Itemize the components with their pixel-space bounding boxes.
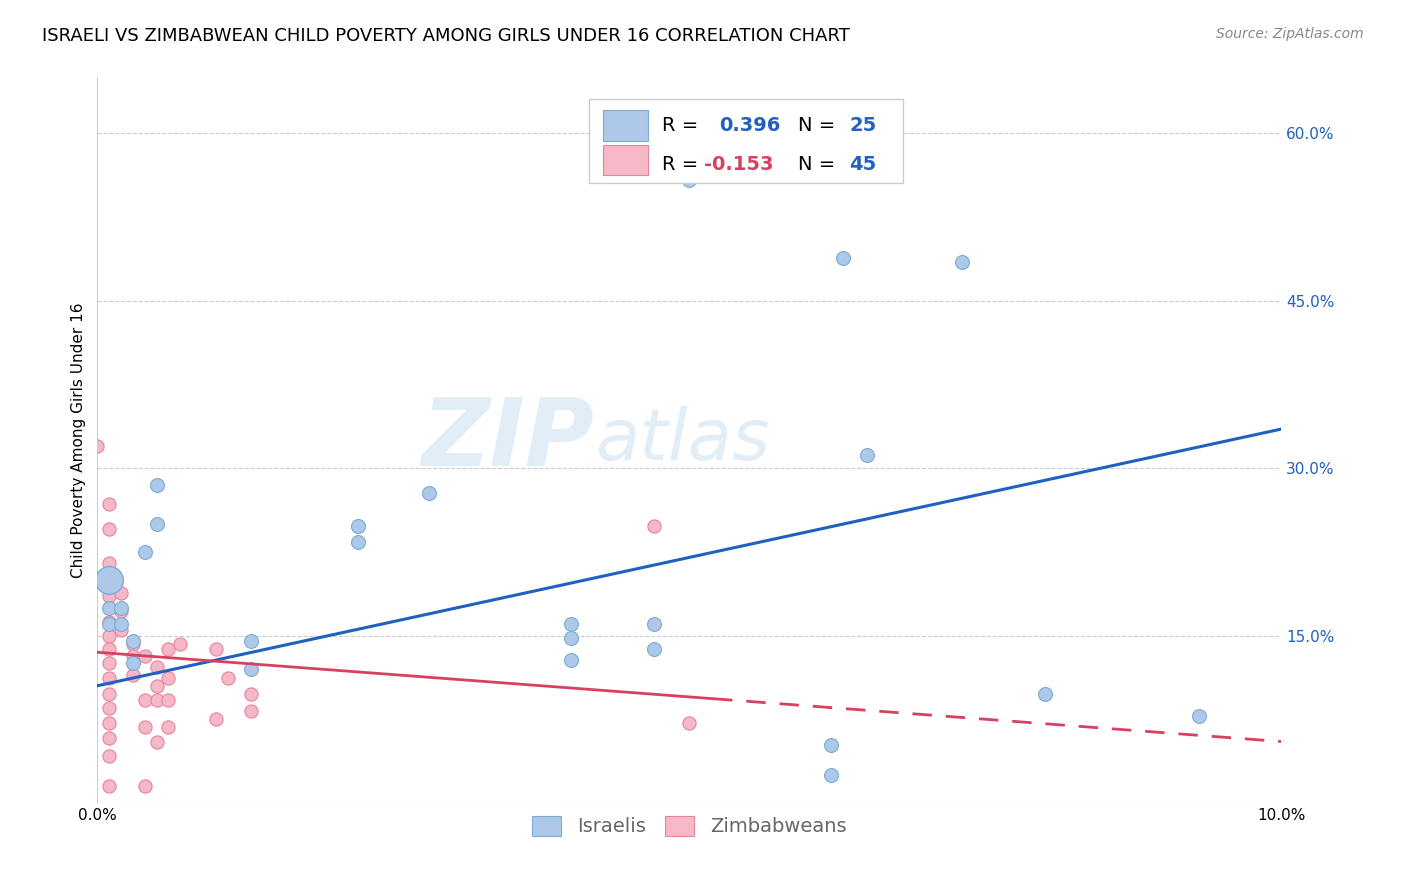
Text: atlas: atlas bbox=[595, 406, 769, 475]
Point bbox=[98, 731, 121, 746]
Point bbox=[110, 604, 132, 618]
Point bbox=[98, 657, 121, 671]
Point bbox=[98, 779, 121, 793]
Text: N =: N = bbox=[799, 116, 842, 135]
Point bbox=[145, 693, 167, 707]
Legend: Israelis, Zimbabweans: Israelis, Zimbabweans bbox=[524, 808, 855, 844]
Point bbox=[134, 693, 156, 707]
Point bbox=[145, 660, 167, 674]
Point bbox=[122, 657, 145, 671]
Point bbox=[240, 634, 263, 648]
Point bbox=[1187, 709, 1209, 723]
Point bbox=[856, 448, 879, 462]
Point bbox=[98, 749, 121, 764]
Point bbox=[98, 600, 121, 615]
Text: 45: 45 bbox=[849, 155, 876, 174]
Point bbox=[98, 523, 121, 537]
FancyBboxPatch shape bbox=[603, 110, 648, 141]
Point bbox=[169, 637, 191, 651]
Point bbox=[98, 590, 121, 604]
Point bbox=[98, 573, 121, 587]
Point bbox=[560, 617, 582, 632]
Point bbox=[678, 173, 700, 187]
Point bbox=[98, 687, 121, 701]
Point bbox=[86, 439, 108, 453]
Point bbox=[643, 519, 665, 533]
Point bbox=[643, 617, 665, 632]
Point bbox=[98, 641, 121, 656]
Point bbox=[240, 662, 263, 676]
Point bbox=[643, 641, 665, 656]
Text: 25: 25 bbox=[849, 116, 876, 135]
Text: R =: R = bbox=[662, 155, 704, 174]
Point bbox=[950, 254, 973, 268]
Point bbox=[98, 617, 121, 632]
Point bbox=[134, 648, 156, 663]
Point bbox=[832, 252, 855, 266]
Point bbox=[820, 768, 842, 782]
Point bbox=[347, 534, 370, 549]
Point bbox=[98, 615, 121, 629]
Point bbox=[98, 578, 121, 592]
Point bbox=[560, 653, 582, 667]
Point bbox=[347, 519, 370, 533]
Point bbox=[122, 648, 145, 663]
Point bbox=[145, 734, 167, 748]
Point bbox=[98, 600, 121, 615]
Point bbox=[134, 720, 156, 734]
Point bbox=[98, 701, 121, 715]
Text: Source: ZipAtlas.com: Source: ZipAtlas.com bbox=[1216, 27, 1364, 41]
Point bbox=[678, 715, 700, 730]
Point bbox=[204, 712, 226, 726]
Point bbox=[122, 637, 145, 651]
Point bbox=[122, 667, 145, 681]
Point bbox=[98, 497, 121, 511]
Point bbox=[110, 586, 132, 600]
Point bbox=[110, 600, 132, 615]
Text: -0.153: -0.153 bbox=[703, 155, 773, 174]
Point bbox=[1033, 687, 1056, 701]
Point bbox=[98, 628, 121, 642]
Point bbox=[418, 485, 440, 500]
Point bbox=[157, 671, 180, 685]
Text: R =: R = bbox=[662, 116, 704, 135]
Point bbox=[98, 556, 121, 570]
FancyBboxPatch shape bbox=[603, 145, 648, 176]
Point bbox=[134, 779, 156, 793]
FancyBboxPatch shape bbox=[589, 99, 903, 183]
Point bbox=[145, 679, 167, 693]
Point bbox=[98, 715, 121, 730]
Point bbox=[240, 705, 263, 719]
Text: 0.396: 0.396 bbox=[718, 116, 780, 135]
Point bbox=[217, 671, 239, 685]
Point bbox=[110, 617, 132, 632]
Point bbox=[122, 634, 145, 648]
Point bbox=[145, 516, 167, 531]
Point bbox=[98, 671, 121, 685]
Point bbox=[110, 623, 132, 637]
Point bbox=[347, 519, 370, 533]
Point bbox=[134, 545, 156, 559]
Point bbox=[560, 631, 582, 645]
Text: ISRAELI VS ZIMBABWEAN CHILD POVERTY AMONG GIRLS UNDER 16 CORRELATION CHART: ISRAELI VS ZIMBABWEAN CHILD POVERTY AMON… bbox=[42, 27, 851, 45]
Text: N =: N = bbox=[799, 155, 842, 174]
Point bbox=[157, 720, 180, 734]
Point bbox=[157, 641, 180, 656]
Y-axis label: Child Poverty Among Girls Under 16: Child Poverty Among Girls Under 16 bbox=[72, 302, 86, 578]
Point bbox=[240, 687, 263, 701]
Point bbox=[204, 641, 226, 656]
Point bbox=[98, 573, 121, 587]
Text: ZIP: ZIP bbox=[422, 394, 595, 486]
Point bbox=[145, 478, 167, 492]
Point bbox=[157, 693, 180, 707]
Point bbox=[820, 738, 842, 752]
